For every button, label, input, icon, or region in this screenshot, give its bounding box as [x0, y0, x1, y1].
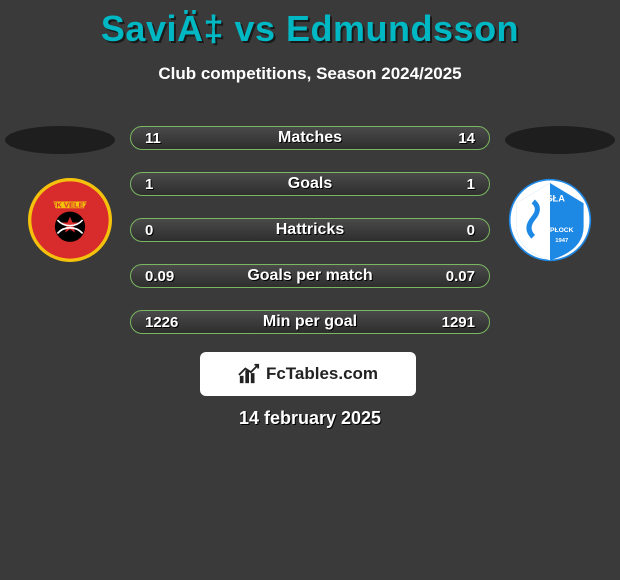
svg-text:1947: 1947 [555, 238, 568, 244]
page-title: SaviÄ‡ vs Edmundsson [0, 0, 620, 50]
player-left-shadow [5, 126, 115, 154]
brand-text: FcTables.com [266, 364, 378, 384]
stat-right-value: 14 [458, 130, 475, 147]
stat-row-goals: 1 Goals 1 [130, 172, 490, 196]
stat-row-min-per-goal: 1226 Min per goal 1291 [130, 310, 490, 334]
stat-label: Hattricks [131, 221, 489, 239]
svg-text:FK VELEZ: FK VELEZ [52, 200, 89, 209]
stat-row-goals-per-match: 0.09 Goals per match 0.07 [130, 264, 490, 288]
club-crest-right: WISŁA PŁOCK 1947 [508, 178, 592, 262]
stat-label: Goals per match [131, 267, 489, 285]
bar-chart-icon [238, 363, 260, 385]
stat-right-value: 0 [467, 222, 475, 239]
brand-badge: FcTables.com [200, 352, 416, 396]
svg-text:WISŁA: WISŁA [535, 194, 565, 204]
player-right-shadow [505, 126, 615, 154]
stat-right-value: 1 [467, 176, 475, 193]
svg-text:PŁOCK: PŁOCK [550, 227, 574, 234]
stat-label: Goals [131, 175, 489, 193]
stat-row-matches: 11 Matches 14 [130, 126, 490, 150]
stat-label: Matches [131, 129, 489, 147]
stat-right-value: 0.07 [446, 268, 475, 285]
stats-panel: 11 Matches 14 1 Goals 1 0 Hattricks 0 0.… [130, 126, 490, 356]
subtitle: Club competitions, Season 2024/2025 [0, 64, 620, 84]
club-crest-left: FK VELEZ [28, 178, 112, 262]
comparison-date: 14 february 2025 [0, 408, 620, 429]
stat-right-value: 1291 [442, 314, 475, 331]
stat-row-hattricks: 0 Hattricks 0 [130, 218, 490, 242]
stat-label: Min per goal [131, 313, 489, 331]
